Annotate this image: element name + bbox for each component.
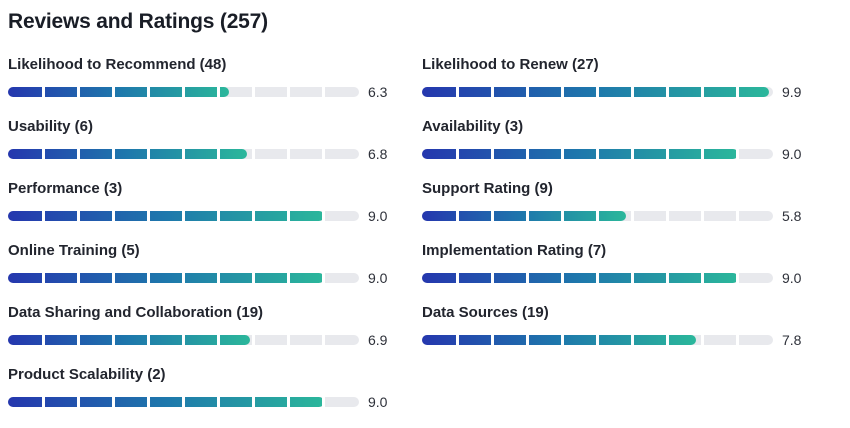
rating-label: Data Sharing and Collaboration (19): [8, 304, 264, 321]
rating-bar-segment-gaps: [8, 334, 359, 346]
rating-row-online-training[interactable]: Online Training (5) 9.0: [8, 242, 396, 286]
rating-bar-segment-gaps: [8, 210, 359, 222]
rating-bar-fill: [422, 149, 738, 159]
rating-bar-segment-gaps: [422, 334, 773, 346]
rating-row-data-sources[interactable]: Data Sources (19) 7.8: [422, 304, 810, 348]
rating-bar-segment-gaps: [422, 86, 773, 98]
rating-bar: [422, 148, 773, 160]
rating-row-product-scalability[interactable]: Product Scalability (2) 9.0: [8, 366, 396, 410]
rating-label: Performance (3): [8, 180, 123, 197]
rating-bar: [422, 86, 773, 98]
rating-bar: [422, 210, 773, 222]
rating-bar: [8, 86, 359, 98]
rating-value: 9.0: [368, 208, 388, 224]
rating-bar-segment-gaps: [422, 148, 773, 160]
rating-value: 9.0: [368, 394, 388, 410]
rating-bar-fill: [8, 335, 251, 345]
rating-label: Likelihood to Renew (27): [422, 56, 599, 73]
rating-row-implementation-rating[interactable]: Implementation Rating (7) 9.0: [422, 242, 810, 286]
rating-bar-fill: [422, 335, 696, 345]
rating-label: Availability (3): [422, 118, 524, 135]
rating-bar-segment-gaps: [8, 396, 359, 408]
rating-row-availability[interactable]: Availability (3) 9.0: [422, 118, 810, 162]
rating-bar-segment-gaps: [8, 272, 359, 284]
rating-bar-segment-gaps: [422, 210, 773, 222]
rating-value: 9.0: [368, 270, 388, 286]
rating-row-likelihood-to-renew[interactable]: Likelihood to Renew (27) 9.9: [422, 56, 810, 100]
rating-bar-fill: [422, 273, 738, 283]
rating-bar: [8, 334, 359, 346]
ratings-columns: Likelihood to Recommend (48) 6.3 Usabili…: [8, 56, 810, 428]
rating-row-likelihood-to-recommend[interactable]: Likelihood to Recommend (48) 6.3: [8, 56, 396, 100]
rating-label: Implementation Rating (7): [422, 242, 607, 259]
rating-value: 6.8: [368, 146, 388, 162]
rating-value: 7.8: [782, 332, 802, 348]
rating-bar-segment-gaps: [422, 272, 773, 284]
rating-label: Online Training (5): [8, 242, 140, 259]
rating-bar-fill: [8, 211, 324, 221]
rating-row-data-sharing-and-collaboration[interactable]: Data Sharing and Collaboration (19) 6.9: [8, 304, 396, 348]
page-title: Reviews and Ratings (257): [8, 10, 268, 33]
rating-label: Product Scalability (2): [8, 366, 166, 383]
rating-bar-fill: [8, 397, 324, 407]
rating-bar-fill: [8, 273, 324, 283]
rating-label: Likelihood to Recommend (48): [8, 56, 227, 73]
rating-row-usability[interactable]: Usability (6) 6.8: [8, 118, 396, 162]
ratings-column-left: Likelihood to Recommend (48) 6.3 Usabili…: [8, 56, 396, 428]
ratings-column-right: Likelihood to Renew (27) 9.9 Availabilit…: [422, 56, 810, 366]
rating-bar: [8, 272, 359, 284]
rating-bar: [8, 148, 359, 160]
rating-bar-fill: [422, 211, 626, 221]
rating-bar-fill: [8, 87, 230, 97]
rating-row-support-rating[interactable]: Support Rating (9) 5.8: [422, 180, 810, 224]
rating-value: 5.8: [782, 208, 802, 224]
rating-value: 9.0: [782, 270, 802, 286]
rating-bar-segment-gaps: [8, 148, 359, 160]
rating-bar: [422, 272, 773, 284]
rating-bar: [8, 396, 359, 408]
rating-label: Usability (6): [8, 118, 94, 135]
rating-value: 6.9: [368, 332, 388, 348]
rating-value: 9.9: [782, 84, 802, 100]
rating-label: Data Sources (19): [422, 304, 549, 321]
rating-row-performance[interactable]: Performance (3) 9.0: [8, 180, 396, 224]
rating-label: Support Rating (9): [422, 180, 553, 197]
rating-bar: [422, 334, 773, 346]
rating-bar-fill: [422, 87, 770, 97]
rating-bar-segment-gaps: [8, 86, 359, 98]
rating-bar: [8, 210, 359, 222]
rating-value: 6.3: [368, 84, 388, 100]
rating-value: 9.0: [782, 146, 802, 162]
rating-bar-fill: [8, 149, 247, 159]
